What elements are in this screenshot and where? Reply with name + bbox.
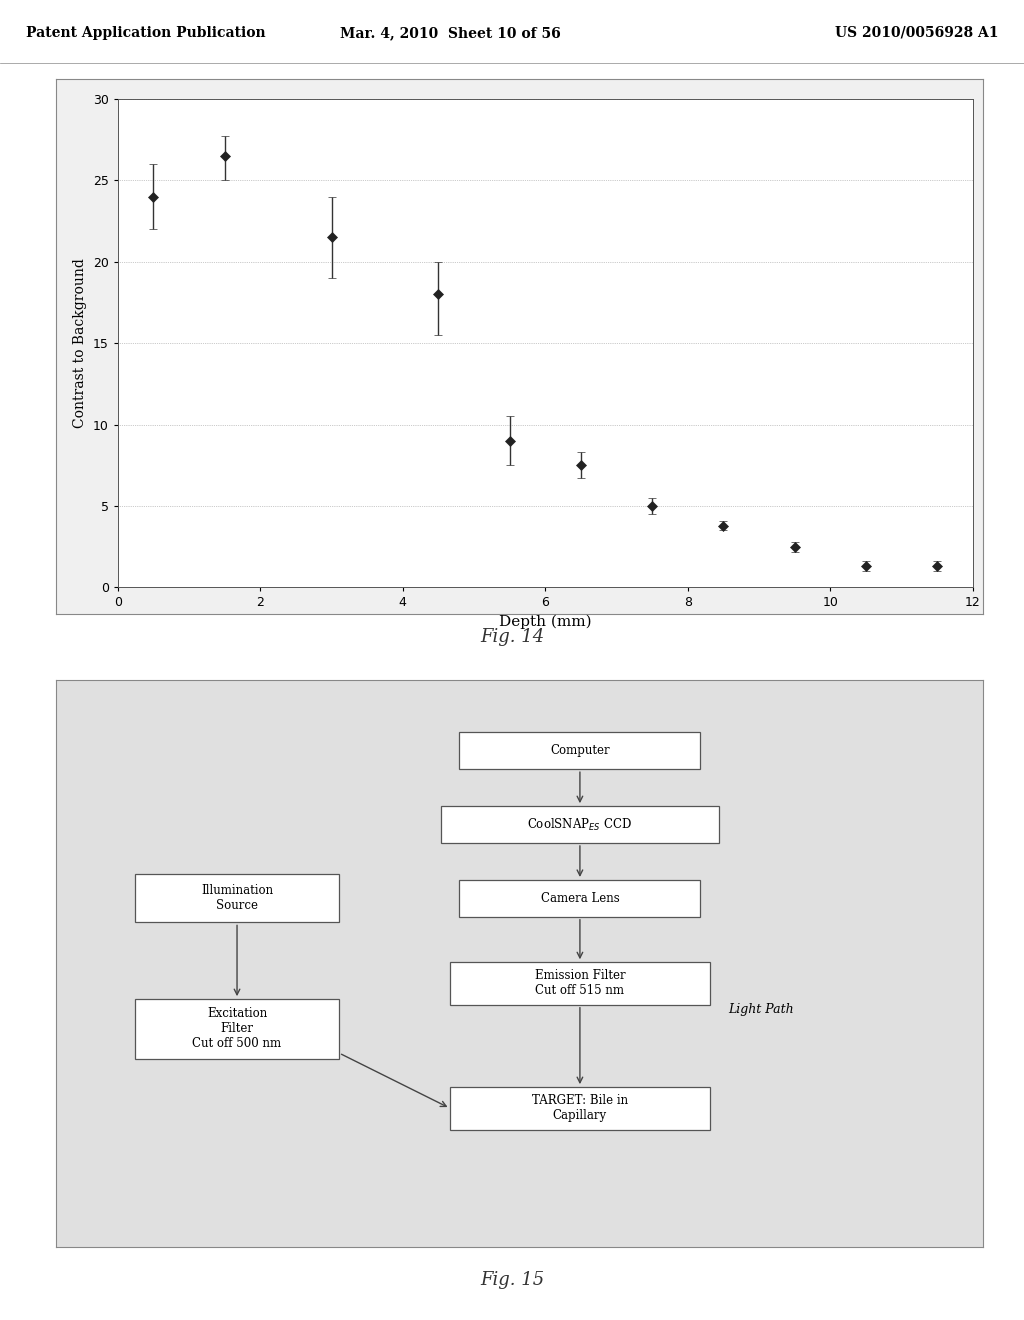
Text: Light Path: Light Path xyxy=(728,1002,794,1015)
Text: Emission Filter
Cut off 515 nm: Emission Filter Cut off 515 nm xyxy=(535,969,626,998)
FancyBboxPatch shape xyxy=(460,733,700,770)
FancyBboxPatch shape xyxy=(135,874,339,923)
Text: Computer: Computer xyxy=(550,744,609,758)
Text: US 2010/0056928 A1: US 2010/0056928 A1 xyxy=(835,26,998,40)
Text: Fig. 14: Fig. 14 xyxy=(480,628,544,645)
Text: Illumination
Source: Illumination Source xyxy=(201,884,273,912)
FancyBboxPatch shape xyxy=(451,1088,710,1130)
Text: Excitation
Filter
Cut off 500 nm: Excitation Filter Cut off 500 nm xyxy=(193,1007,282,1051)
FancyBboxPatch shape xyxy=(460,880,700,917)
Text: Mar. 4, 2010  Sheet 10 of 56: Mar. 4, 2010 Sheet 10 of 56 xyxy=(340,26,561,40)
Text: CoolSNAP$_{ES}$ CCD: CoolSNAP$_{ES}$ CCD xyxy=(527,817,633,833)
Text: Fig. 15: Fig. 15 xyxy=(480,1271,544,1290)
Text: Camera Lens: Camera Lens xyxy=(541,892,620,904)
FancyBboxPatch shape xyxy=(135,999,339,1059)
Y-axis label: Contrast to Background: Contrast to Background xyxy=(74,259,87,428)
FancyBboxPatch shape xyxy=(451,962,710,1005)
Text: TARGET: Bile in
Capillary: TARGET: Bile in Capillary xyxy=(531,1094,628,1122)
X-axis label: Depth (mm): Depth (mm) xyxy=(499,615,592,630)
Text: Patent Application Publication: Patent Application Publication xyxy=(26,26,265,40)
FancyBboxPatch shape xyxy=(441,807,719,843)
